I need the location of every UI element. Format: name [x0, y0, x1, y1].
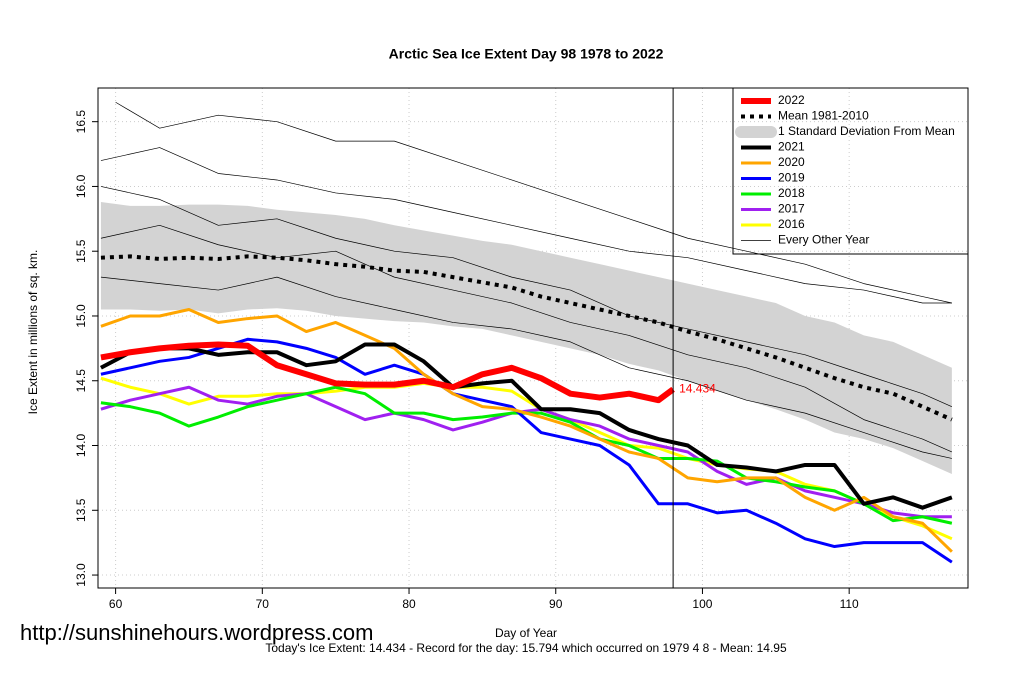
x-tick-label: 60 — [109, 597, 123, 611]
y-tick-label: 15.5 — [74, 239, 88, 263]
legend-label: 2020 — [778, 155, 805, 169]
x-axis-label: Day of Year — [495, 626, 557, 640]
x-tick-label: 100 — [692, 597, 712, 611]
x-tick-label: 110 — [840, 597, 859, 611]
legend-label: 2017 — [778, 202, 805, 216]
thin-year-line — [100, 276, 952, 459]
x-tick-label: 80 — [402, 597, 416, 611]
series-line — [99, 342, 953, 510]
chart-title: Arctic Sea Ice Extent Day 98 1978 to 202… — [389, 46, 664, 62]
legend-label: Mean 1981-2010 — [778, 109, 869, 123]
series-line — [100, 341, 675, 404]
thin-year-line — [100, 147, 952, 304]
series-line — [100, 337, 953, 564]
y-tick-label: 16.5 — [74, 110, 88, 134]
series-line — [100, 254, 953, 422]
legend-label: 2021 — [778, 140, 805, 154]
x-tick-label: 70 — [256, 597, 270, 611]
legend-label: Every Other Year — [778, 233, 869, 247]
plot-frame — [97, 87, 969, 589]
legend-label: 2018 — [778, 186, 805, 200]
y-tick-label: 16.0 — [74, 174, 88, 198]
y-tick-label: 13.5 — [74, 498, 88, 522]
y-axis-label: Ice Extent in millions of sq. km. — [26, 250, 40, 415]
value-label: 14.434 — [679, 381, 716, 395]
thin-year-line — [100, 186, 953, 407]
legend-label: 2022 — [778, 93, 805, 107]
y-tick-label: 14.5 — [74, 369, 88, 393]
y-tick-label: 15.0 — [74, 304, 88, 328]
x-tick-label: 90 — [549, 597, 563, 611]
thin-year-line — [115, 101, 952, 304]
thin-year-line — [100, 224, 953, 453]
watermark: http://sunshinehours.wordpress.com — [20, 620, 373, 645]
y-tick-label: 14.0 — [74, 434, 88, 458]
legend-label: 2016 — [778, 217, 805, 231]
series-line — [100, 308, 953, 553]
y-tick-label: 13.0 — [74, 563, 88, 587]
footer: Today's Ice Extent: 14.434 - Record for … — [265, 641, 787, 655]
series-line — [100, 376, 953, 541]
legend-label: 2019 — [778, 171, 805, 185]
sd-band — [100, 201, 952, 475]
legend-label: 1 Standard Deviation From Mean — [778, 124, 955, 138]
series-line — [100, 385, 952, 519]
